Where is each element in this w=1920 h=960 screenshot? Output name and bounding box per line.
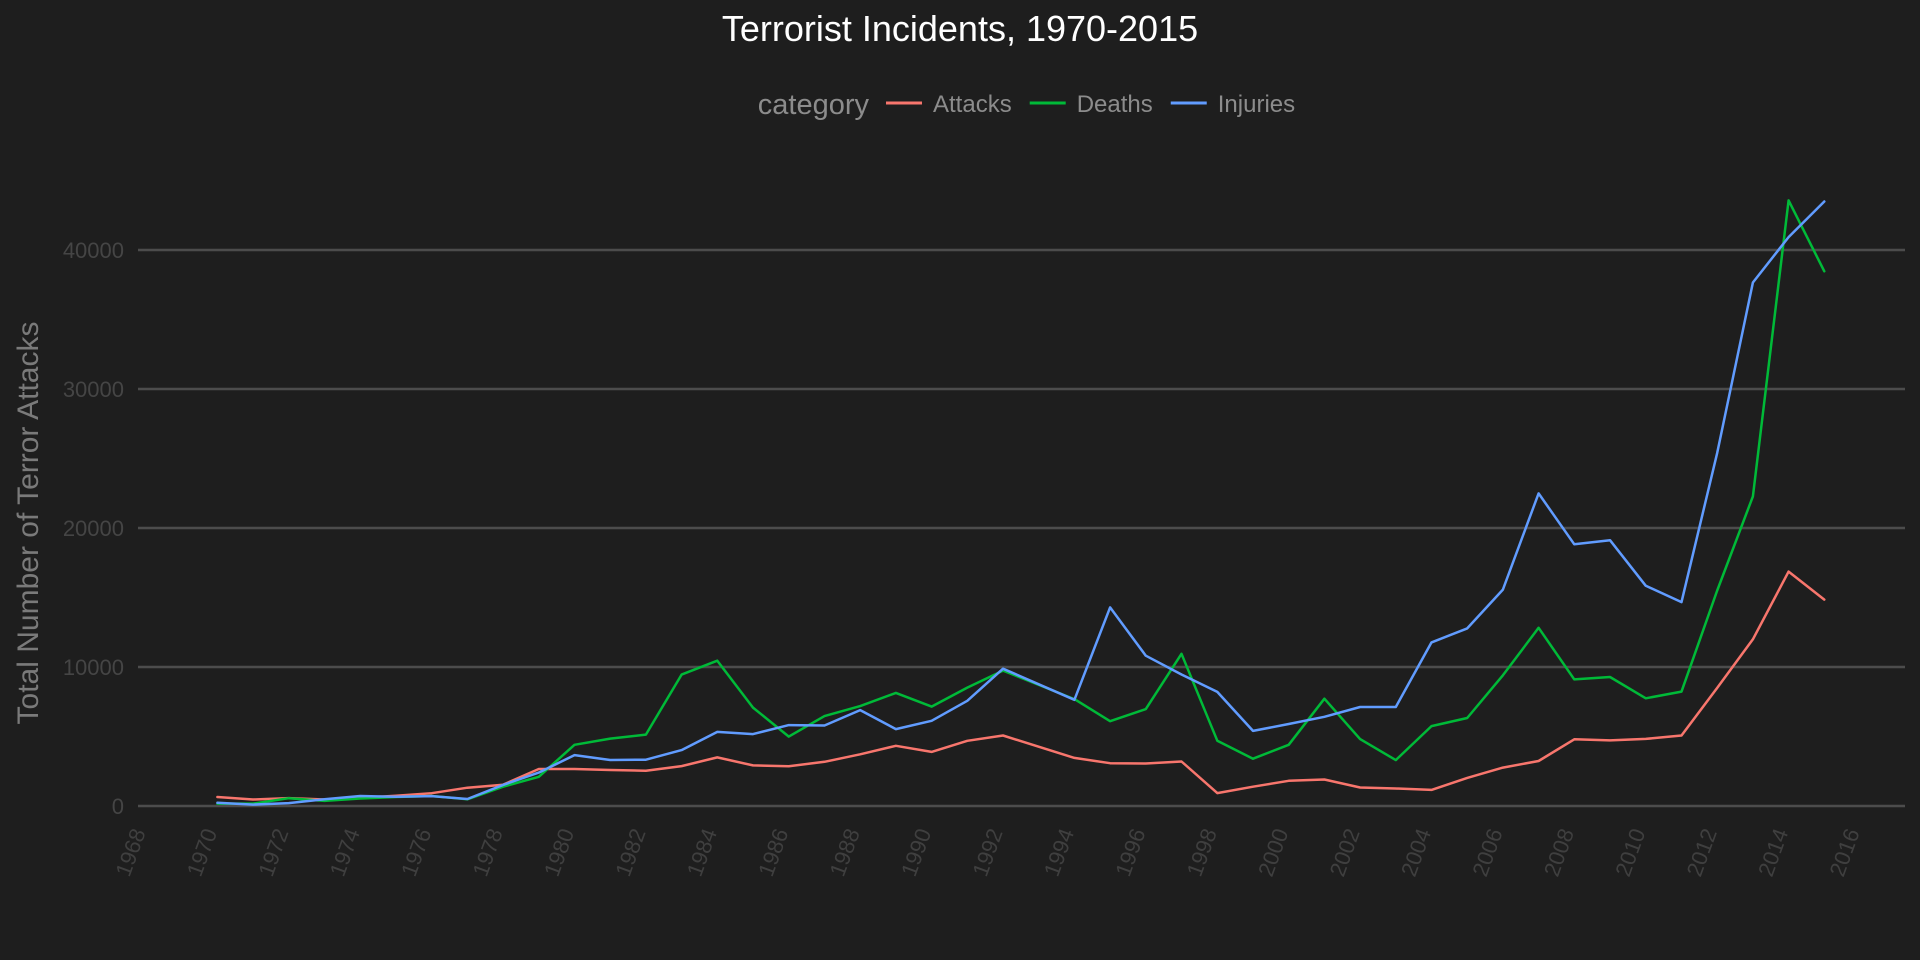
chart-title: Terrorist Incidents, 1970-2015 bbox=[722, 8, 1198, 49]
x-tick-label: 1986 bbox=[753, 825, 793, 880]
legend-label-injuries: Injuries bbox=[1218, 91, 1295, 118]
y-tick-label: 20000 bbox=[63, 516, 124, 541]
gridlines bbox=[138, 248, 1905, 808]
x-tick-label: 1978 bbox=[468, 825, 508, 880]
x-tick-label: 1980 bbox=[539, 825, 579, 880]
x-tick-label: 1992 bbox=[967, 825, 1007, 880]
x-tick-label: 1994 bbox=[1039, 825, 1079, 880]
x-tick-label: 1998 bbox=[1182, 825, 1222, 880]
y-axis-label: Total Number of Terror Attacks bbox=[12, 322, 45, 725]
x-tick-label: 1982 bbox=[610, 825, 650, 880]
x-tick-label: 1990 bbox=[896, 825, 936, 880]
legend-label-deaths: Deaths bbox=[1077, 91, 1153, 118]
x-tick-label: 2006 bbox=[1467, 825, 1507, 880]
y-axis-ticks: 0 10000 20000 30000 40000 bbox=[63, 238, 124, 819]
x-tick-label: 2000 bbox=[1253, 825, 1293, 880]
series-line-injuries bbox=[216, 200, 1826, 806]
x-tick-label: 2004 bbox=[1396, 825, 1436, 880]
x-tick-label: 2014 bbox=[1753, 825, 1793, 880]
x-tick-label: 2002 bbox=[1325, 825, 1365, 880]
legend-title: category bbox=[758, 89, 870, 121]
x-tick-label: 2016 bbox=[1824, 825, 1864, 880]
legend-label-attacks: Attacks bbox=[933, 91, 1012, 118]
y-tick-label: 40000 bbox=[63, 238, 124, 263]
x-tick-label: 1974 bbox=[325, 825, 365, 880]
x-tick-label: 1976 bbox=[396, 825, 436, 880]
series-lines bbox=[216, 199, 1826, 806]
y-tick-label: 10000 bbox=[63, 655, 124, 680]
x-tick-label: 1988 bbox=[825, 825, 865, 880]
y-tick-label: 0 bbox=[112, 794, 124, 819]
series-line-attacks bbox=[216, 570, 1826, 801]
x-tick-label: 1970 bbox=[182, 825, 222, 880]
legend: Attacks Deaths Injuries bbox=[886, 91, 1295, 118]
x-axis-ticks: 1968 1970 1972 1974 1976 1978 1980 1982 1984 1986… bbox=[110, 825, 1864, 880]
x-tick-label: 1996 bbox=[1110, 825, 1150, 880]
x-tick-label: 2010 bbox=[1610, 825, 1650, 880]
x-tick-label: 2012 bbox=[1682, 825, 1722, 880]
x-tick-label: 1972 bbox=[253, 825, 293, 880]
x-tick-label: 2008 bbox=[1539, 825, 1579, 880]
x-tick-label: 1968 bbox=[110, 825, 150, 880]
series-line-deaths bbox=[216, 199, 1826, 805]
y-tick-label: 30000 bbox=[63, 377, 124, 402]
x-tick-label: 1984 bbox=[682, 825, 722, 880]
